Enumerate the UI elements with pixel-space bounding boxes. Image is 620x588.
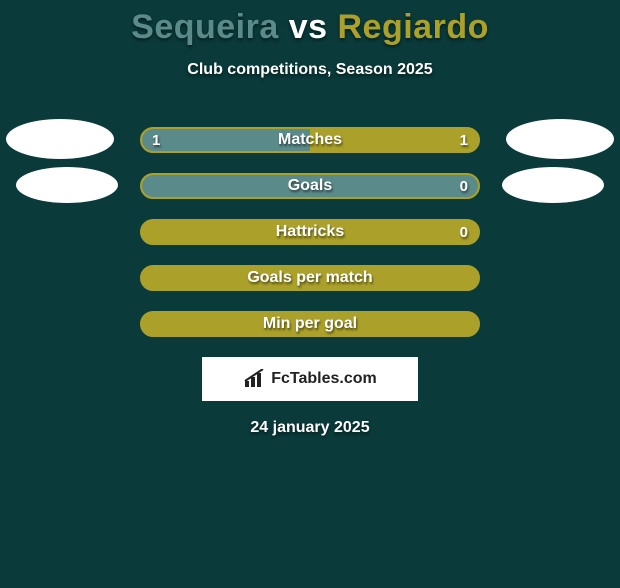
date-label: 24 january 2025 [0, 419, 620, 437]
bar-fill-left [142, 175, 478, 197]
stat-row: Goals per match [140, 265, 480, 291]
stat-value-a: 1 [152, 127, 160, 153]
avatar-team-a [16, 167, 118, 203]
bar-fill-right [310, 129, 478, 151]
stat-row: Min per goal [140, 311, 480, 337]
brand-card[interactable]: FcTables.com [202, 357, 418, 401]
stat-value-b: 0 [460, 219, 468, 245]
title-player-b: Regiardo [338, 8, 489, 46]
stat-row: Matches11 [140, 127, 480, 153]
avatar-player-a [6, 119, 114, 159]
bar-track [140, 127, 480, 153]
avatar-team-b [502, 167, 604, 203]
bar-track [140, 219, 480, 245]
avatar-player-b [506, 119, 614, 159]
brand-text: FcTables.com [271, 370, 377, 388]
bar-fill-left [142, 129, 310, 151]
stat-value-b: 0 [460, 173, 468, 199]
bar-track [140, 173, 480, 199]
stat-row: Goals0 [140, 173, 480, 199]
bar-chart-icon [243, 369, 267, 389]
stats-block: Matches11Goals0Hattricks0Goals per match… [0, 127, 620, 337]
subtitle: Club competitions, Season 2025 [0, 61, 620, 79]
stat-row: Hattricks0 [140, 219, 480, 245]
title-vs: vs [289, 8, 328, 46]
bar-track [140, 265, 480, 291]
title-player-a: Sequeira [131, 8, 279, 46]
stat-value-b: 1 [460, 127, 468, 153]
bar-track [140, 311, 480, 337]
page-title: Sequeira vs Regiardo [0, 8, 620, 47]
